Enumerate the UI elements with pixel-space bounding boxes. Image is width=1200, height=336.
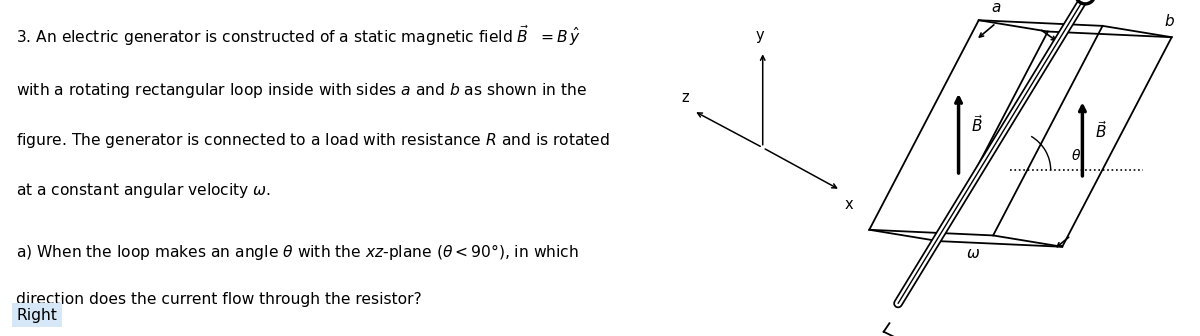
Circle shape — [1075, 0, 1096, 5]
Text: a) When the loop makes an angle $\theta$ with the $xz$-plane ($\theta < 90°$), i: a) When the loop makes an angle $\theta$… — [17, 242, 580, 262]
Text: with a rotating rectangular loop inside with sides $a$ and $b$ as shown in the: with a rotating rectangular loop inside … — [17, 81, 588, 100]
Text: y: y — [756, 28, 764, 43]
Text: figure. The generator is connected to a load with resistance $R$ and is rotated: figure. The generator is connected to a … — [17, 131, 611, 150]
Text: z: z — [682, 90, 689, 105]
Text: Right: Right — [17, 307, 58, 323]
Text: x: x — [845, 198, 853, 212]
Text: direction does the current flow through the resistor?: direction does the current flow through … — [17, 292, 422, 307]
Text: 3. An electric generator is constructed of a static magnetic field $\vec{B}$  $=: 3. An electric generator is constructed … — [17, 24, 581, 48]
Text: $\theta$: $\theta$ — [1070, 148, 1081, 163]
Text: b: b — [1164, 14, 1174, 29]
Text: $\omega$: $\omega$ — [966, 246, 980, 261]
Text: $\vec{B}$: $\vec{B}$ — [971, 115, 984, 135]
Circle shape — [1079, 0, 1092, 2]
Text: a: a — [991, 0, 1001, 15]
Text: $\vec{B}$: $\vec{B}$ — [1096, 120, 1108, 141]
Text: at a constant angular velocity $\omega$.: at a constant angular velocity $\omega$. — [17, 181, 271, 201]
